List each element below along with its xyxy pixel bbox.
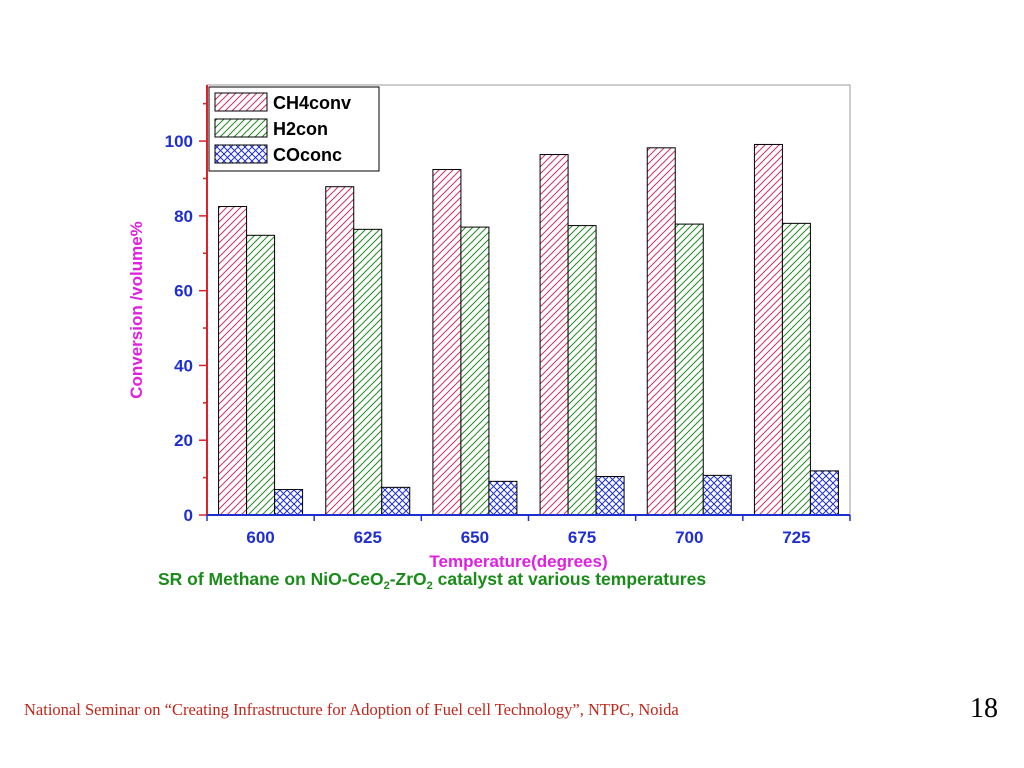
- y-tick-label: 60: [174, 282, 193, 301]
- bar-coconc-650: [488, 480, 518, 516]
- x-tick-label: 650: [461, 528, 489, 547]
- bar-coconc-625: [381, 486, 411, 516]
- caption-subscript-2: 2: [426, 580, 433, 592]
- legend-label-h2con: H2con: [273, 119, 328, 139]
- bar-ch4conv-700: [646, 147, 676, 516]
- legend-swatch-coconc: [214, 144, 268, 164]
- y-tick-label: 80: [174, 207, 193, 226]
- x-axis-title: Temperature(degrees): [429, 552, 607, 571]
- chart-caption: SR of Methane on NiO-CeO2-ZrO2 catalyst …: [158, 569, 706, 592]
- bar-h2con-625: [353, 228, 383, 516]
- y-tick-label: 0: [184, 506, 193, 525]
- bar-ch4conv-625: [325, 186, 355, 516]
- bar-h2con-725: [781, 222, 811, 516]
- x-tick-label: 700: [675, 528, 703, 547]
- page-number: 18: [970, 693, 998, 724]
- caption-part-2: -ZrO: [389, 569, 427, 589]
- bar-ch4conv-600: [218, 206, 248, 516]
- x-tick-label: 625: [354, 528, 382, 547]
- bar-ch4conv-650: [432, 169, 462, 516]
- x-tick-label: 675: [568, 528, 596, 547]
- bar-h2con-650: [460, 226, 490, 516]
- bar-ch4conv-675: [539, 154, 569, 516]
- bar-chart: 0 20 40 60 80 100 600 625 650 675 700 725 Temperatur…: [127, 84, 851, 571]
- bar-coconc-700: [702, 474, 732, 516]
- legend-swatch-h2con: [214, 118, 268, 138]
- bar-coconc-725: [809, 470, 839, 516]
- caption-subscript-1: 2: [383, 580, 390, 592]
- bar-h2con-600: [246, 234, 276, 516]
- legend-swatch-ch4conv: [214, 92, 268, 112]
- bar-ch4conv-725: [753, 143, 783, 516]
- y-axis-title: Conversion /volume%: [127, 221, 146, 399]
- caption-part-1: SR of Methane on NiO-CeO: [158, 569, 384, 589]
- caption-part-3: catalyst at various temperatures: [432, 569, 707, 589]
- bar-coconc-600: [274, 489, 304, 516]
- x-tick-label: 725: [782, 528, 810, 547]
- y-tick-label: 40: [174, 356, 193, 375]
- bar-coconc-675: [595, 475, 625, 516]
- legend-label-coconc: COconc: [273, 145, 342, 165]
- y-tick-label: 20: [174, 431, 193, 450]
- footer-text: National Seminar on “Creating Infrastruc…: [24, 700, 679, 719]
- bar-h2con-700: [674, 223, 704, 516]
- x-tick-label: 600: [246, 528, 274, 547]
- bar-h2con-675: [567, 225, 597, 516]
- y-tick-label: 100: [165, 132, 193, 151]
- legend-label-ch4conv: CH4conv: [273, 93, 351, 113]
